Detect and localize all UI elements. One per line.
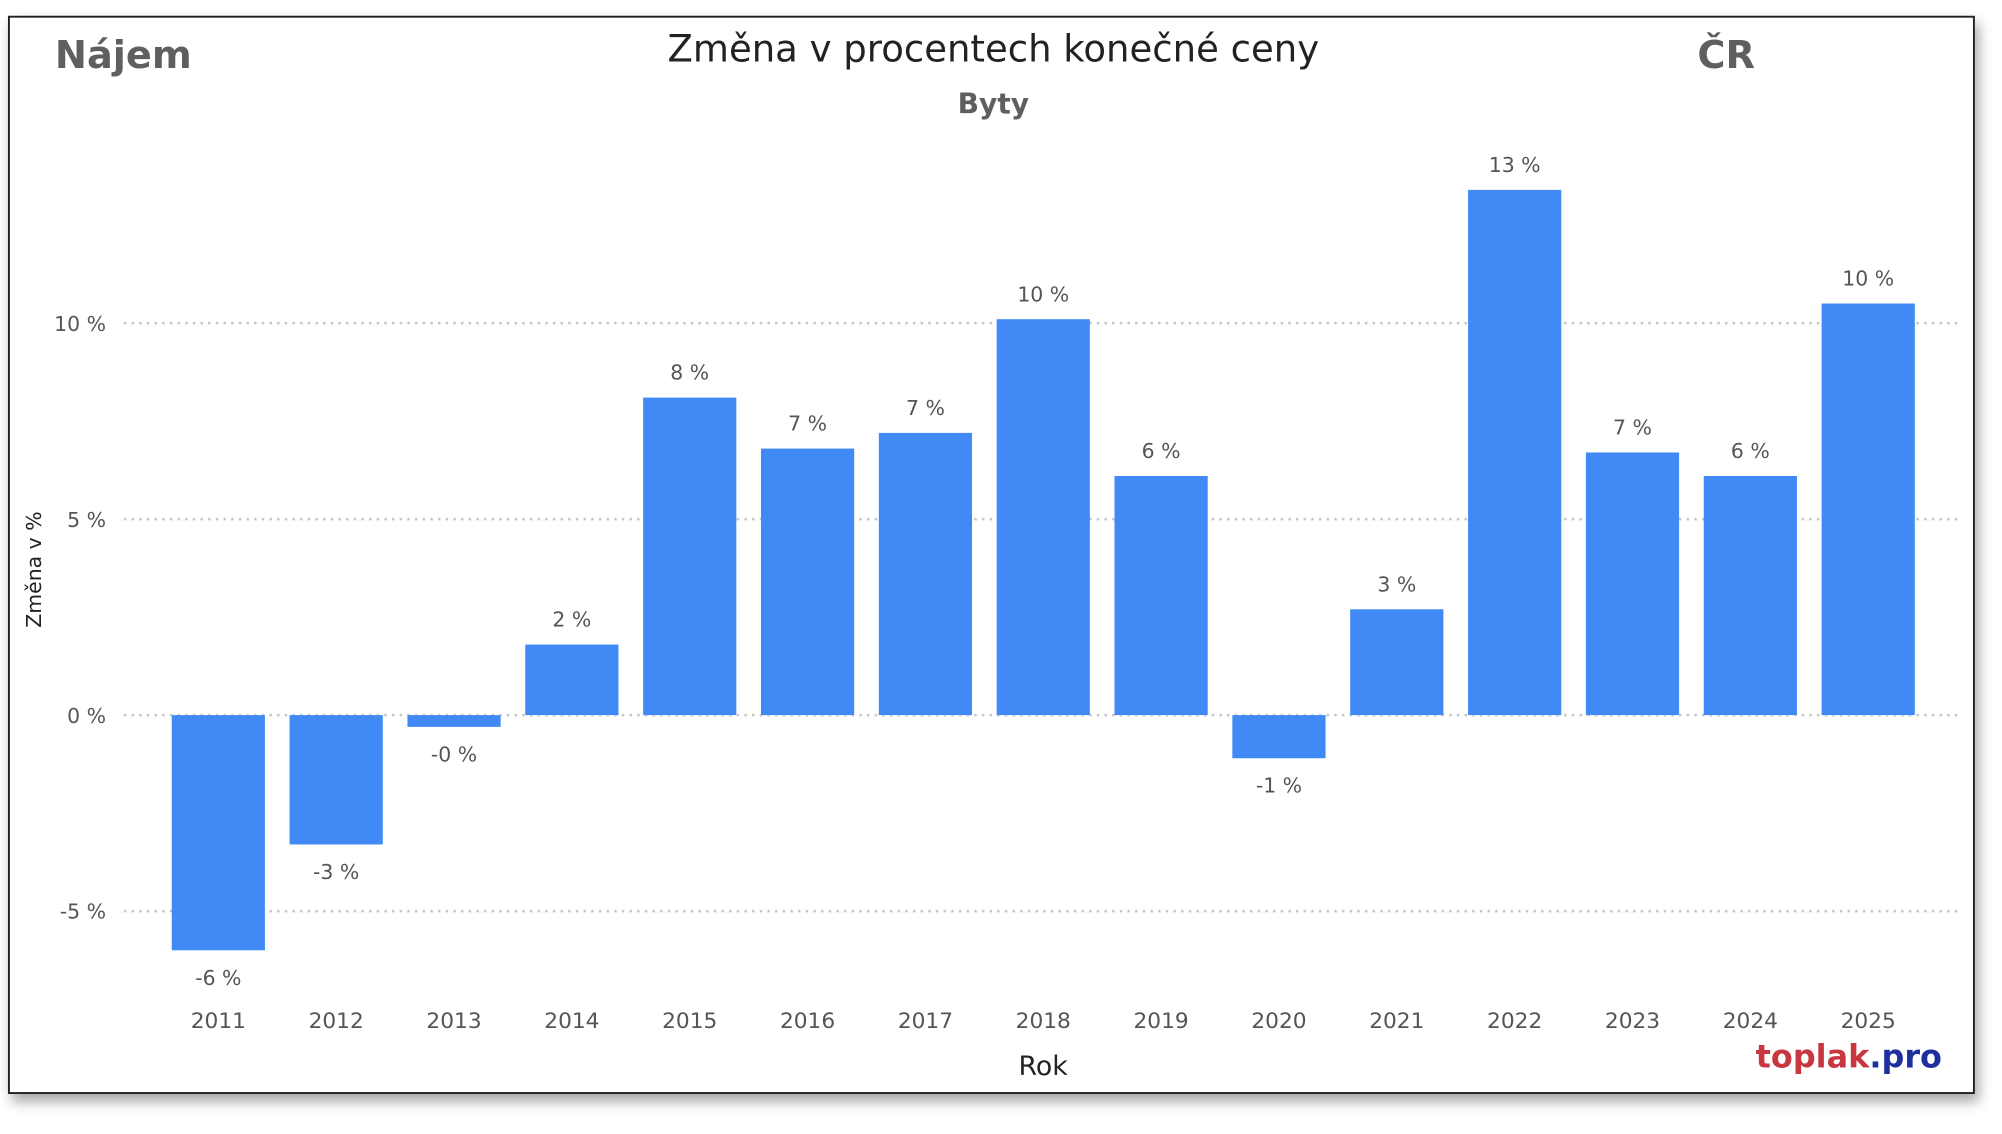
x-tick-label: 2025 [1841, 1009, 1896, 1034]
x-tick-label: 2017 [898, 1009, 953, 1034]
left-label: Nájem [55, 33, 192, 78]
data-label: 6 % [1731, 439, 1770, 463]
x-tick-label: 2018 [1016, 1009, 1071, 1034]
y-tick-label: 5 % [67, 508, 106, 532]
bar-2022[interactable] [1468, 189, 1562, 716]
data-label: -0 % [431, 742, 477, 766]
x-tick-label: 2021 [1369, 1009, 1424, 1034]
data-label: 10 % [1842, 267, 1894, 291]
x-tick-label: 2011 [191, 1009, 246, 1034]
bar-2019[interactable] [1114, 476, 1208, 716]
right-label: ČR [1697, 31, 1755, 78]
chart-title: Změna v procentech konečné ceny [668, 27, 1320, 70]
watermark: toplak.pro [1756, 1038, 1942, 1076]
x-tick-labels: 2011 2012 2013 2014 2015 2016 2017 2018 2019 2020… [191, 1009, 1896, 1034]
data-label: 10 % [1017, 282, 1069, 306]
bars [171, 189, 1915, 951]
x-tick-label: 2012 [309, 1009, 364, 1034]
bar-2024[interactable] [1703, 476, 1797, 716]
bar-2018[interactable] [996, 319, 1090, 716]
x-tick-label: 2013 [426, 1009, 481, 1034]
data-label: 2 % [552, 608, 591, 632]
chart-frame [7, 15, 1975, 1094]
y-tick-labels: -5 % 0 % 5 % 10 % [54, 312, 106, 924]
bar-2025[interactable] [1821, 303, 1915, 716]
bar-2013[interactable] [407, 715, 501, 727]
bar-2016[interactable] [760, 448, 855, 716]
data-label: -1 % [1256, 774, 1302, 798]
data-label: 7 % [788, 412, 827, 436]
data-labels: -6 % -3 % -0 % 2 % 8 % 7 % 7 % 10 % 6 % -1 % 3 % 13… [195, 153, 1894, 990]
bar-2017[interactable] [878, 432, 973, 716]
data-label: -3 % [313, 860, 359, 884]
bar-2021[interactable] [1350, 609, 1444, 716]
watermark-part1: toplak [1756, 1038, 1870, 1076]
bar-2011[interactable] [171, 715, 265, 951]
data-label: -6 % [195, 966, 241, 990]
bar-2014[interactable] [525, 644, 619, 716]
bar-2023[interactable] [1585, 452, 1680, 716]
x-tick-label: 2014 [544, 1009, 599, 1034]
x-tick-label: 2024 [1723, 1009, 1778, 1034]
data-label: 13 % [1489, 153, 1541, 177]
data-label: 7 % [906, 396, 945, 420]
bar-2020[interactable] [1232, 715, 1326, 759]
data-label: 6 % [1142, 439, 1181, 463]
data-label: 8 % [670, 361, 709, 385]
data-label: 3 % [1377, 572, 1416, 596]
y-tick-label: 0 % [67, 704, 106, 728]
x-tick-label: 2016 [780, 1009, 835, 1034]
bar-2015[interactable] [643, 397, 737, 716]
bar-2012[interactable] [289, 715, 383, 845]
x-tick-label: 2015 [662, 1009, 717, 1034]
x-tick-label: 2020 [1251, 1009, 1306, 1034]
y-tick-label: -5 % [60, 900, 106, 924]
y-tick-label: 10 % [54, 312, 106, 336]
x-tick-label: 2023 [1605, 1009, 1660, 1034]
watermark-part2: .pro [1869, 1038, 1942, 1076]
x-tick-label: 2019 [1134, 1009, 1189, 1034]
x-tick-label: 2022 [1487, 1009, 1542, 1034]
chart-subtitle: Byty [958, 88, 1029, 121]
y-axis-label: Změna v % [22, 511, 46, 627]
data-label: 7 % [1613, 416, 1652, 440]
x-axis-label: Rok [1018, 1051, 1068, 1082]
